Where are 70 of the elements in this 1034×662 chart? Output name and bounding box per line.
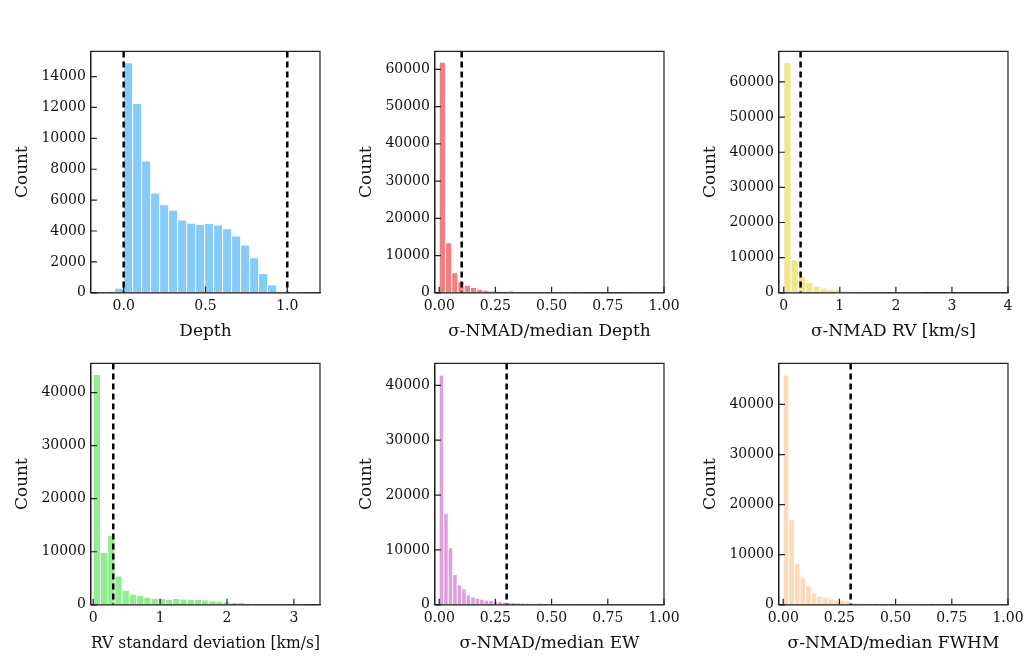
y-axis-title: Count bbox=[354, 457, 375, 511]
y-tick-label: 10000 bbox=[385, 540, 430, 557]
y-tick-label: 40000 bbox=[729, 395, 774, 412]
y-tick-label: 40000 bbox=[41, 383, 86, 400]
y-axis-title: Count bbox=[10, 145, 31, 199]
y-axis-title: Count bbox=[698, 145, 719, 199]
x-tick-label: 0.75 bbox=[592, 296, 624, 313]
y-tick-label: 10000 bbox=[385, 246, 430, 263]
y-axis-title: Count bbox=[354, 145, 375, 199]
y-tick-label: 10000 bbox=[41, 542, 86, 559]
y-tick-label: 0 bbox=[765, 283, 774, 300]
y-tick-label: 8000 bbox=[50, 159, 86, 176]
x-tick-label: 1.00 bbox=[648, 296, 680, 313]
y-tick-label: 30000 bbox=[729, 178, 774, 195]
y-tick-label: 10000 bbox=[729, 545, 774, 562]
x-tick-label: 0.0 bbox=[112, 296, 135, 313]
x-tick-label: 0.5 bbox=[194, 296, 217, 313]
y-tick-label: 14000 bbox=[41, 67, 86, 84]
y-tick-label: 12000 bbox=[41, 98, 86, 115]
y-tick-label: 30000 bbox=[41, 436, 86, 453]
y-tick-label: 2000 bbox=[50, 252, 86, 269]
x-tick-label: 3 bbox=[289, 608, 299, 625]
x-axis-title: Depth bbox=[179, 320, 232, 341]
x-tick-label: 2 bbox=[222, 608, 232, 625]
x-tick-label: 0 bbox=[88, 608, 98, 625]
y-tick-label: 0 bbox=[77, 595, 86, 612]
y-tick-label: 50000 bbox=[385, 97, 430, 114]
y-tick-label: 30000 bbox=[385, 171, 430, 188]
x-axis-title: σ-NMAD RV [km/s] bbox=[810, 320, 976, 341]
y-tick-label: 10000 bbox=[729, 248, 774, 265]
y-tick-label: 4000 bbox=[50, 221, 86, 238]
y-tick-label: 10000 bbox=[41, 128, 86, 145]
x-axis-title: σ-NMAD/median EW bbox=[459, 632, 641, 653]
x-tick-label: 1 bbox=[835, 296, 845, 313]
x-tick-label: 0.50 bbox=[536, 296, 568, 313]
x-tick-label: 0.25 bbox=[479, 296, 511, 313]
x-tick-label: 0.25 bbox=[479, 608, 511, 625]
x-axis-title: σ-NMAD/median FWHM bbox=[787, 632, 1000, 653]
y-tick-label: 30000 bbox=[385, 430, 430, 447]
x-tick-label: 3 bbox=[947, 296, 957, 313]
x-tick-label: 2 bbox=[891, 296, 901, 313]
y-tick-label: 40000 bbox=[385, 375, 430, 392]
y-tick-label: 20000 bbox=[729, 495, 774, 512]
x-tick-label: 0.50 bbox=[880, 608, 912, 625]
y-tick-label: 20000 bbox=[385, 208, 430, 225]
y-tick-label: 50000 bbox=[729, 107, 774, 124]
y-tick-label: 20000 bbox=[41, 489, 86, 506]
y-axis-title: Count bbox=[698, 457, 719, 511]
x-tick-label: 1.00 bbox=[992, 608, 1024, 625]
y-tick-label: 20000 bbox=[729, 213, 774, 230]
x-tick-label: 0.50 bbox=[536, 608, 568, 625]
x-tick-label: 1.00 bbox=[648, 608, 680, 625]
y-tick-label: 20000 bbox=[385, 485, 430, 502]
y-tick-label: 6000 bbox=[50, 190, 86, 207]
x-tick-label: 1.0 bbox=[276, 296, 299, 313]
y-tick-label: 40000 bbox=[729, 142, 774, 159]
x-tick-label: 0.25 bbox=[823, 608, 855, 625]
x-tick-label: 0 bbox=[779, 296, 789, 313]
x-tick-label: 0.75 bbox=[936, 608, 968, 625]
y-axis-title: Count bbox=[10, 457, 31, 511]
x-tick-label: 0.75 bbox=[592, 608, 624, 625]
y-tick-label: 0 bbox=[77, 283, 86, 300]
y-tick-label: 60000 bbox=[729, 72, 774, 89]
y-tick-label: 60000 bbox=[385, 59, 430, 76]
y-tick-label: 30000 bbox=[729, 445, 774, 462]
x-axis-title: σ-NMAD/median Depth bbox=[448, 320, 651, 341]
x-tick-label: 4 bbox=[1003, 296, 1013, 313]
x-tick-label: 1 bbox=[155, 608, 165, 625]
y-tick-label: 40000 bbox=[385, 134, 430, 151]
x-axis-title: RV standard deviation [km/s] bbox=[90, 632, 320, 653]
